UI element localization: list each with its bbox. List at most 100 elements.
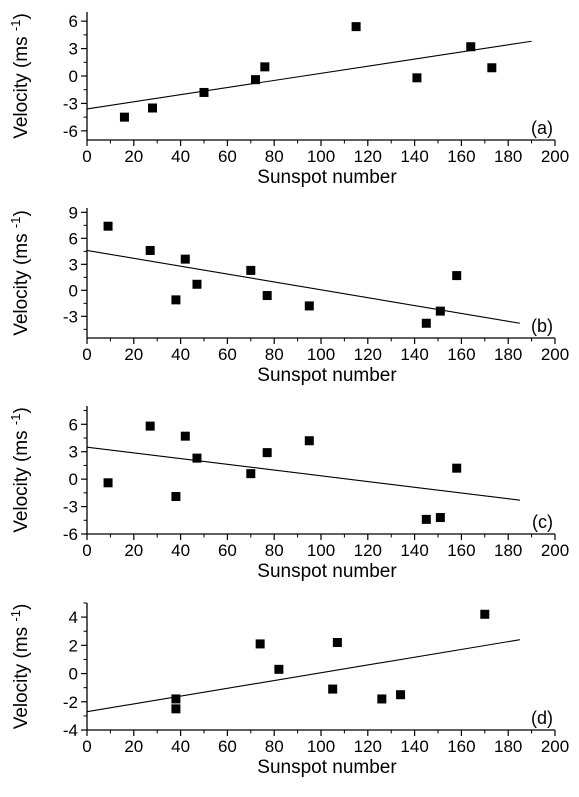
data-point: [171, 295, 181, 305]
x-tick-label: 100: [307, 541, 335, 560]
x-tick-label: 160: [447, 541, 475, 560]
y-tick-label: 0: [69, 470, 78, 489]
x-axis-title: Sunspot number: [257, 167, 397, 188]
x-tick-label: 100: [307, 345, 335, 364]
data-point: [377, 694, 387, 704]
x-tick-label: 60: [218, 737, 237, 756]
y-tick-label: 6: [69, 415, 78, 434]
y-tick-label: -6: [63, 122, 78, 141]
y-tick-label: 0: [69, 665, 78, 684]
y-tick-label: 3: [69, 443, 78, 462]
x-tick-label: 200: [541, 147, 569, 166]
data-point: [103, 478, 113, 488]
x-tick-label: 80: [265, 737, 284, 756]
x-tick-label: 0: [82, 737, 91, 756]
panel-label: (d): [531, 708, 553, 728]
data-point: [328, 684, 338, 694]
x-tick-label: 200: [541, 345, 569, 364]
data-point: [262, 448, 272, 458]
x-tick-label: 100: [307, 147, 335, 166]
data-point: [435, 513, 445, 523]
data-point: [487, 63, 497, 73]
x-tick-label: 60: [218, 147, 237, 166]
x-tick-label: 20: [124, 541, 143, 560]
data-point: [304, 301, 314, 311]
data-point: [396, 690, 406, 700]
y-axis-title: Velocity (ms -1): [8, 13, 32, 139]
y-axis-title: Velocity (ms -1): [8, 407, 32, 533]
x-tick-label: 60: [218, 541, 237, 560]
x-tick-label: 200: [541, 541, 569, 560]
chart-panel-4: 0 20 40 60 80 100 120 140 160 180 200 -4 -2 0 2 4 (d) Sun…: [8, 602, 569, 778]
x-tick-label: 80: [265, 345, 284, 364]
x-tick-label: 20: [124, 737, 143, 756]
data-point: [192, 453, 202, 463]
chart-panel-1: 0 20 40 60 80 100 120 140 160 180 200 -6 -3 0 3 6 (a) Sun…: [8, 12, 569, 188]
x-tick-label: 40: [171, 737, 190, 756]
x-tick-label: 40: [171, 147, 190, 166]
data-point: [199, 87, 209, 97]
data-point: [255, 639, 265, 649]
data-point: [171, 704, 181, 714]
data-point: [304, 436, 314, 446]
x-tick-label: 40: [171, 541, 190, 560]
data-point: [421, 514, 431, 524]
x-tick-label: 160: [447, 737, 475, 756]
x-tick-label: 160: [447, 345, 475, 364]
data-point: [435, 306, 445, 316]
data-point: [260, 62, 270, 72]
y-tick-label: 3: [69, 255, 78, 274]
x-tick-label: 0: [82, 541, 91, 560]
x-tick-label: 80: [265, 147, 284, 166]
y-tick-label: 0: [69, 281, 78, 300]
data-point: [145, 245, 155, 255]
data-point: [171, 694, 181, 704]
y-tick-label: 0: [69, 67, 78, 86]
x-tick-label: 120: [354, 737, 382, 756]
data-point: [421, 318, 431, 328]
y-axis-title: Velocity (ms -1): [8, 604, 32, 730]
data-point: [180, 254, 190, 264]
data-point: [246, 265, 256, 275]
data-point: [274, 664, 284, 674]
fit-line: [86, 446, 520, 501]
x-tick-label: 120: [354, 541, 382, 560]
x-tick-label: 140: [400, 345, 428, 364]
data-point: [246, 469, 256, 479]
data-point: [466, 42, 476, 52]
y-tick-label: 4: [69, 608, 78, 627]
data-point: [332, 638, 342, 648]
x-tick-label: 180: [494, 345, 522, 364]
panel-label: (a): [531, 118, 553, 138]
fit-line: [86, 639, 520, 713]
x-tick-label: 40: [171, 345, 190, 364]
y-tick-label: -2: [63, 693, 78, 712]
x-tick-label: 180: [494, 147, 522, 166]
y-tick-label: -3: [63, 307, 78, 326]
x-axis-title: Sunspot number: [257, 757, 397, 778]
x-tick-label: 120: [354, 147, 382, 166]
panel-label: (c): [532, 512, 553, 532]
x-tick-label: 80: [265, 541, 284, 560]
y-tick-label: 6: [69, 12, 78, 31]
y-tick-label: 6: [69, 229, 78, 248]
chart-panel-3: 0 20 40 60 80 100 120 140 160 180 200 -6 -3 0 3 6 (c) Sun…: [8, 406, 569, 582]
x-tick-label: 100: [307, 737, 335, 756]
x-tick-label: 20: [124, 147, 143, 166]
data-point: [171, 492, 181, 502]
chart-panel-2: 0 20 40 60 80 100 120 140 160 180 200-30369(b)Suns…: [8, 203, 569, 386]
x-tick-label: 0: [82, 147, 91, 166]
data-point: [148, 103, 158, 113]
x-tick-label: 180: [494, 737, 522, 756]
x-tick-label: 20: [124, 345, 143, 364]
x-tick-label: 140: [400, 147, 428, 166]
y-tick-label: 2: [69, 636, 78, 655]
x-axis-title: Sunspot number: [257, 365, 397, 386]
data-point: [412, 73, 422, 83]
x-tick-label: 60: [218, 345, 237, 364]
data-point: [250, 75, 260, 85]
data-point: [452, 271, 462, 281]
data-point: [103, 221, 113, 231]
data-point: [119, 112, 129, 122]
